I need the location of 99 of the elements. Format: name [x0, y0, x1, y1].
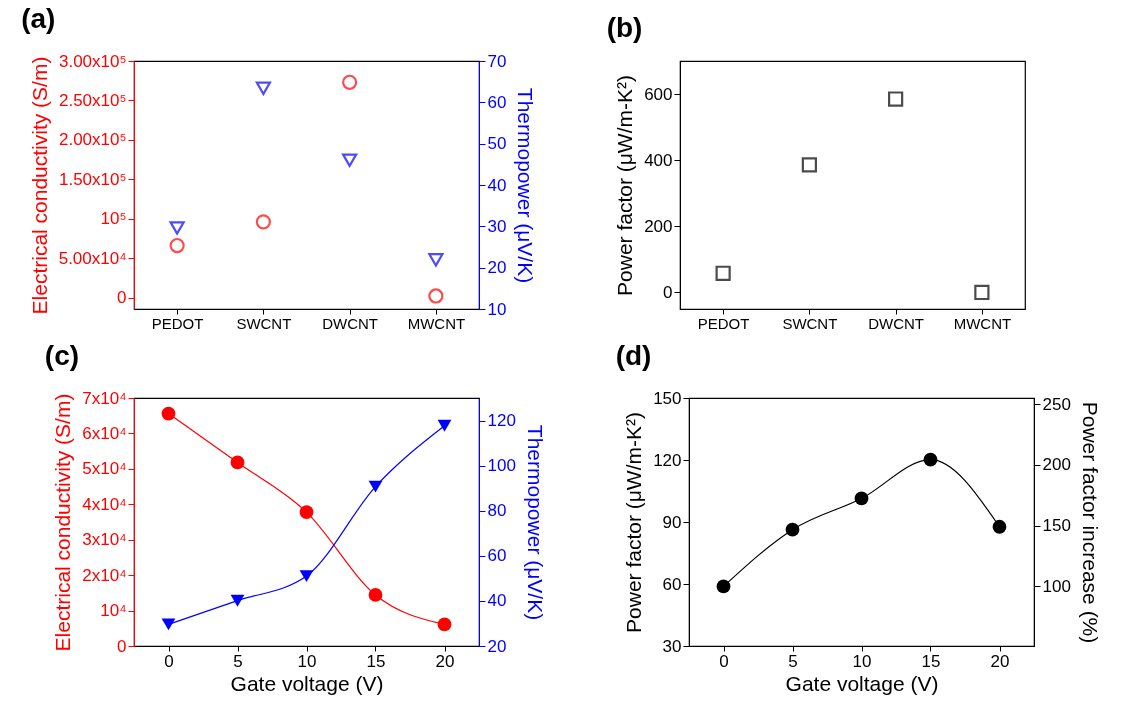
- y-tick-label: 2x10⁴: [82, 565, 127, 585]
- y-tick-label: 0: [117, 288, 127, 308]
- y-tick-label: 150: [653, 388, 682, 408]
- y-tick-label: 2.00x10⁵: [58, 130, 127, 150]
- y2-axis-title: Thermopower (μV/K): [523, 424, 547, 621]
- y-tick-label: 200: [644, 216, 673, 236]
- point: [230, 594, 245, 607]
- y2-tick-label: 100: [1042, 576, 1071, 596]
- point: [715, 265, 731, 281]
- point: [169, 221, 185, 235]
- point: [428, 288, 444, 304]
- x-tick-label: 15: [366, 651, 386, 671]
- y-tick-label: 600: [644, 84, 673, 104]
- point: [801, 157, 817, 173]
- point: [923, 452, 938, 467]
- chart-title: (a): [21, 3, 56, 34]
- point: [161, 618, 176, 631]
- point: [437, 419, 452, 432]
- point: [437, 617, 452, 632]
- y-tick-label: 90: [662, 512, 682, 532]
- x-tick-label: MWCNT: [407, 314, 466, 332]
- point: [255, 214, 271, 230]
- x-axis-title: Gate voltage (V): [785, 671, 939, 695]
- y-tick-label: 7x10⁴: [82, 388, 127, 408]
- point: [854, 491, 869, 506]
- point: [716, 579, 731, 594]
- y-tick-label: 400: [644, 150, 673, 170]
- x-tick-label: 15: [921, 651, 941, 671]
- y-tick-label: 1.50x10⁵: [58, 169, 127, 189]
- y-tick-label: 0: [663, 282, 673, 302]
- x-axis-title: Gate voltage (V): [230, 671, 384, 695]
- point: [368, 480, 383, 493]
- y-axis-title: Electrical conductivity (S/m): [27, 56, 51, 315]
- point: [299, 505, 314, 519]
- point: [299, 570, 314, 583]
- point: [342, 153, 358, 167]
- y-axis-title: Electrical conductivity (S/m): [51, 393, 75, 652]
- point: [368, 588, 383, 602]
- y2-axis-title: Thermopower (μV/K): [514, 87, 538, 284]
- y2-tick-label: 100: [487, 456, 516, 476]
- point: [255, 81, 271, 96]
- y-tick-label: 5.00x10⁴: [58, 248, 127, 268]
- x-tick-label: 0: [164, 651, 174, 671]
- y2-tick-label: 80: [487, 501, 507, 521]
- point: [888, 91, 904, 107]
- point: [992, 519, 1007, 534]
- y2-tick-label: 120: [487, 411, 516, 431]
- y-tick-label: 5x10⁴: [82, 459, 127, 479]
- chart-title: (d): [615, 340, 652, 371]
- point: [428, 253, 444, 267]
- x-tick-label: PEDOT: [697, 314, 750, 332]
- y-tick-label: 2.50x10⁵: [58, 90, 127, 110]
- chart-title: (c): [44, 340, 80, 371]
- y2-tick-label: 60: [487, 546, 507, 566]
- y2-axis-title: Power factor increase (%): [1078, 401, 1102, 644]
- y2-tick-label: 50: [487, 134, 507, 154]
- point: [974, 284, 990, 301]
- y2-tick-label: 70: [487, 51, 507, 71]
- x-tick-label: SWCNT: [782, 314, 838, 332]
- y2-tick-label: 250: [1042, 394, 1071, 414]
- chart-title: (b): [606, 12, 643, 43]
- y2-tick-label: 10: [487, 299, 507, 319]
- x-tick-label: MWCNT: [953, 314, 1012, 332]
- x-tick-label: 5: [788, 651, 798, 671]
- x-tick-label: 20: [435, 651, 455, 671]
- y-tick-label: 3.00x10⁵: [58, 51, 127, 71]
- x-tick-label: SWCNT: [236, 314, 292, 332]
- y-tick-label: 60: [662, 574, 682, 594]
- x-tick-label: 20: [990, 651, 1010, 671]
- y-tick-label: 3x10⁴: [82, 530, 127, 550]
- y2-tick-label: 30: [487, 216, 507, 236]
- x-tick-label: 0: [719, 651, 729, 671]
- x-tick-label: 10: [297, 651, 317, 671]
- y2-tick-label: 60: [487, 92, 507, 112]
- x-tick-label: DWCNT: [322, 314, 379, 332]
- y-tick-label: 120: [653, 450, 682, 470]
- point: [161, 406, 176, 421]
- y-tick-label: 10⁵: [100, 209, 127, 229]
- x-tick-label: 5: [233, 651, 243, 671]
- y2-tick-label: 200: [1042, 455, 1071, 475]
- x-tick-label: DWCNT: [868, 314, 925, 332]
- point: [230, 455, 245, 470]
- point: [785, 522, 800, 537]
- y-tick-label: 0: [117, 636, 127, 656]
- y2-tick-label: 40: [487, 175, 507, 195]
- point: [342, 74, 358, 90]
- y-axis-title: Power factor (μW/m-K²): [622, 412, 646, 633]
- x-tick-label: 10: [852, 651, 872, 671]
- y2-tick-label: 40: [487, 591, 507, 611]
- y-tick-label: 30: [662, 636, 682, 656]
- y2-tick-label: 20: [487, 636, 507, 656]
- point: [169, 237, 185, 254]
- y2-tick-label: 20: [487, 258, 507, 278]
- x-tick-label: PEDOT: [151, 314, 204, 332]
- y-axis-title: Power factor (μW/m-K²): [613, 75, 637, 296]
- y2-tick-label: 150: [1042, 516, 1071, 536]
- y-tick-label: 6x10⁴: [82, 423, 127, 443]
- y-tick-label: 10⁴: [100, 601, 127, 621]
- y-tick-label: 4x10⁴: [82, 494, 127, 514]
